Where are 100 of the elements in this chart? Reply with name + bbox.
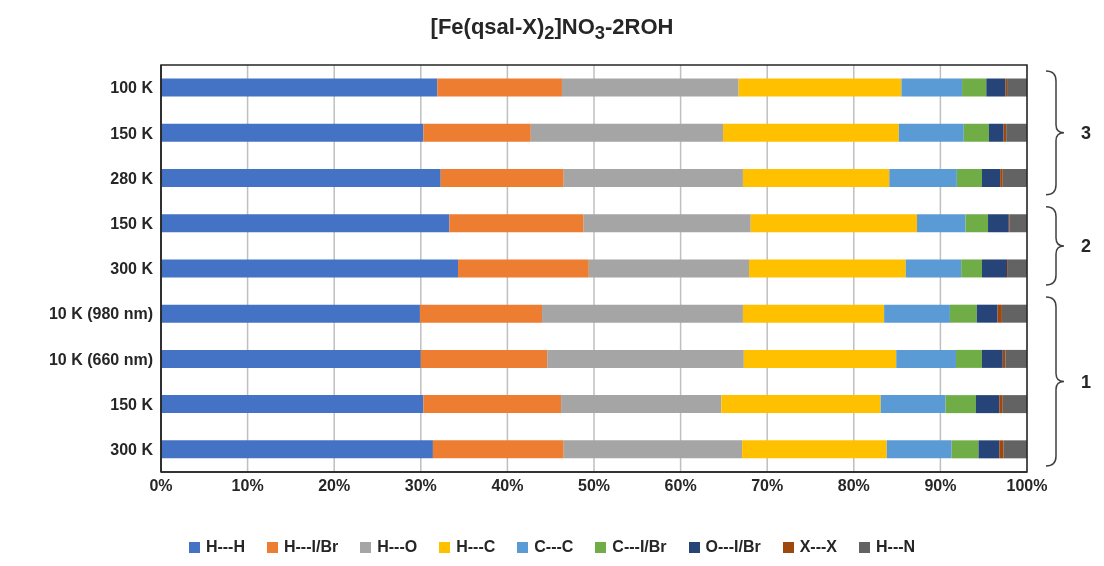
bar bbox=[1006, 123, 1027, 142]
x-tick-label: 30% bbox=[404, 477, 437, 495]
bar bbox=[743, 349, 897, 368]
bar bbox=[458, 259, 589, 278]
chart-title: [Fe(qsal-X)$_{2}$]NO$_{3}$-2ROH bbox=[429, 14, 675, 45]
bar bbox=[530, 123, 724, 142]
legend-label: H---N bbox=[876, 538, 916, 556]
bar bbox=[917, 214, 966, 233]
y-tick-label: 300 K bbox=[110, 260, 154, 278]
bar bbox=[1002, 395, 1027, 414]
bar bbox=[949, 304, 977, 323]
bar bbox=[742, 304, 885, 323]
bar bbox=[161, 349, 421, 368]
bar bbox=[880, 395, 946, 414]
bar bbox=[423, 123, 531, 142]
bar bbox=[886, 440, 952, 459]
bar bbox=[1009, 214, 1027, 233]
y-tick-label: 280 K bbox=[110, 169, 154, 187]
bar bbox=[1007, 259, 1027, 278]
bar bbox=[161, 395, 424, 414]
x-tick-label: 80% bbox=[837, 477, 870, 495]
bar bbox=[721, 395, 881, 414]
bar bbox=[898, 123, 964, 142]
legend-label: H---C bbox=[456, 538, 496, 556]
bar bbox=[437, 78, 562, 97]
x-tick-label: 40% bbox=[491, 477, 524, 495]
x-tick-label: 10% bbox=[231, 477, 264, 495]
x-tick-label: 50% bbox=[577, 477, 611, 495]
bar bbox=[423, 395, 562, 414]
x-tick-label: 100% bbox=[1006, 477, 1048, 495]
bar bbox=[750, 214, 918, 233]
bar bbox=[884, 304, 950, 323]
bar bbox=[432, 440, 564, 459]
bar bbox=[542, 304, 743, 323]
y-tick-label: 300 K bbox=[110, 441, 154, 459]
bar bbox=[951, 440, 979, 459]
legend-label: O---I/Br bbox=[705, 538, 761, 556]
bar bbox=[742, 169, 890, 188]
bar bbox=[999, 395, 1003, 414]
y-tick-label: 150 K bbox=[110, 214, 154, 232]
bar bbox=[975, 395, 1000, 414]
bar bbox=[161, 259, 459, 278]
y-tick-label: 10 K (660 nm) bbox=[48, 350, 153, 368]
bar bbox=[999, 440, 1004, 459]
bar bbox=[978, 440, 1000, 459]
bar bbox=[563, 169, 743, 188]
legend-label: H---H bbox=[205, 538, 245, 556]
bar bbox=[420, 349, 548, 368]
bar bbox=[945, 395, 976, 414]
bar bbox=[563, 440, 743, 459]
bar bbox=[981, 169, 1001, 188]
y-tick-label: 150 K bbox=[110, 395, 154, 413]
text: 2 bbox=[1080, 235, 1092, 256]
bar bbox=[962, 78, 987, 97]
bar bbox=[161, 214, 450, 233]
bar bbox=[963, 123, 989, 142]
bar bbox=[988, 123, 1004, 142]
bar bbox=[440, 169, 564, 188]
bar bbox=[749, 259, 906, 278]
text: 3 bbox=[1080, 122, 1092, 143]
bar bbox=[561, 395, 722, 414]
legend-label: H---I/Br bbox=[283, 538, 339, 556]
bar bbox=[583, 214, 751, 233]
bar bbox=[981, 259, 1008, 278]
bar bbox=[1002, 169, 1027, 188]
legend-label: C---C bbox=[534, 538, 574, 556]
text: 1 bbox=[1080, 371, 1092, 392]
bar bbox=[561, 78, 739, 97]
bar bbox=[723, 123, 899, 142]
y-tick-label: 100 K bbox=[110, 79, 154, 97]
bar bbox=[988, 214, 1009, 233]
bar bbox=[986, 78, 1006, 97]
bar bbox=[161, 78, 438, 97]
x-tick-label: 0% bbox=[149, 477, 173, 495]
bar bbox=[961, 259, 982, 278]
y-tick-label: 150 K bbox=[110, 124, 154, 142]
bar bbox=[161, 440, 433, 459]
bar bbox=[965, 214, 989, 233]
bar bbox=[905, 259, 962, 278]
x-tick-label: 20% bbox=[318, 477, 351, 495]
y-tick-label: 10 K (980 nm) bbox=[48, 305, 153, 323]
x-tick-label: 90% bbox=[924, 477, 957, 495]
bar bbox=[449, 214, 584, 233]
bar bbox=[955, 349, 982, 368]
bar bbox=[997, 304, 1002, 323]
bar bbox=[588, 259, 750, 278]
bar bbox=[738, 78, 902, 97]
legend-label: H---O bbox=[377, 538, 418, 556]
bar bbox=[889, 169, 957, 188]
bar bbox=[1003, 440, 1027, 459]
bar bbox=[1000, 169, 1003, 188]
bar bbox=[956, 169, 982, 188]
bar bbox=[1007, 78, 1027, 97]
bar bbox=[896, 349, 956, 368]
bar bbox=[547, 349, 744, 368]
bar bbox=[1001, 304, 1027, 323]
bar bbox=[901, 78, 963, 97]
bar bbox=[1005, 349, 1027, 368]
legend-label: C---I/Br bbox=[612, 538, 667, 556]
bar bbox=[742, 440, 887, 459]
